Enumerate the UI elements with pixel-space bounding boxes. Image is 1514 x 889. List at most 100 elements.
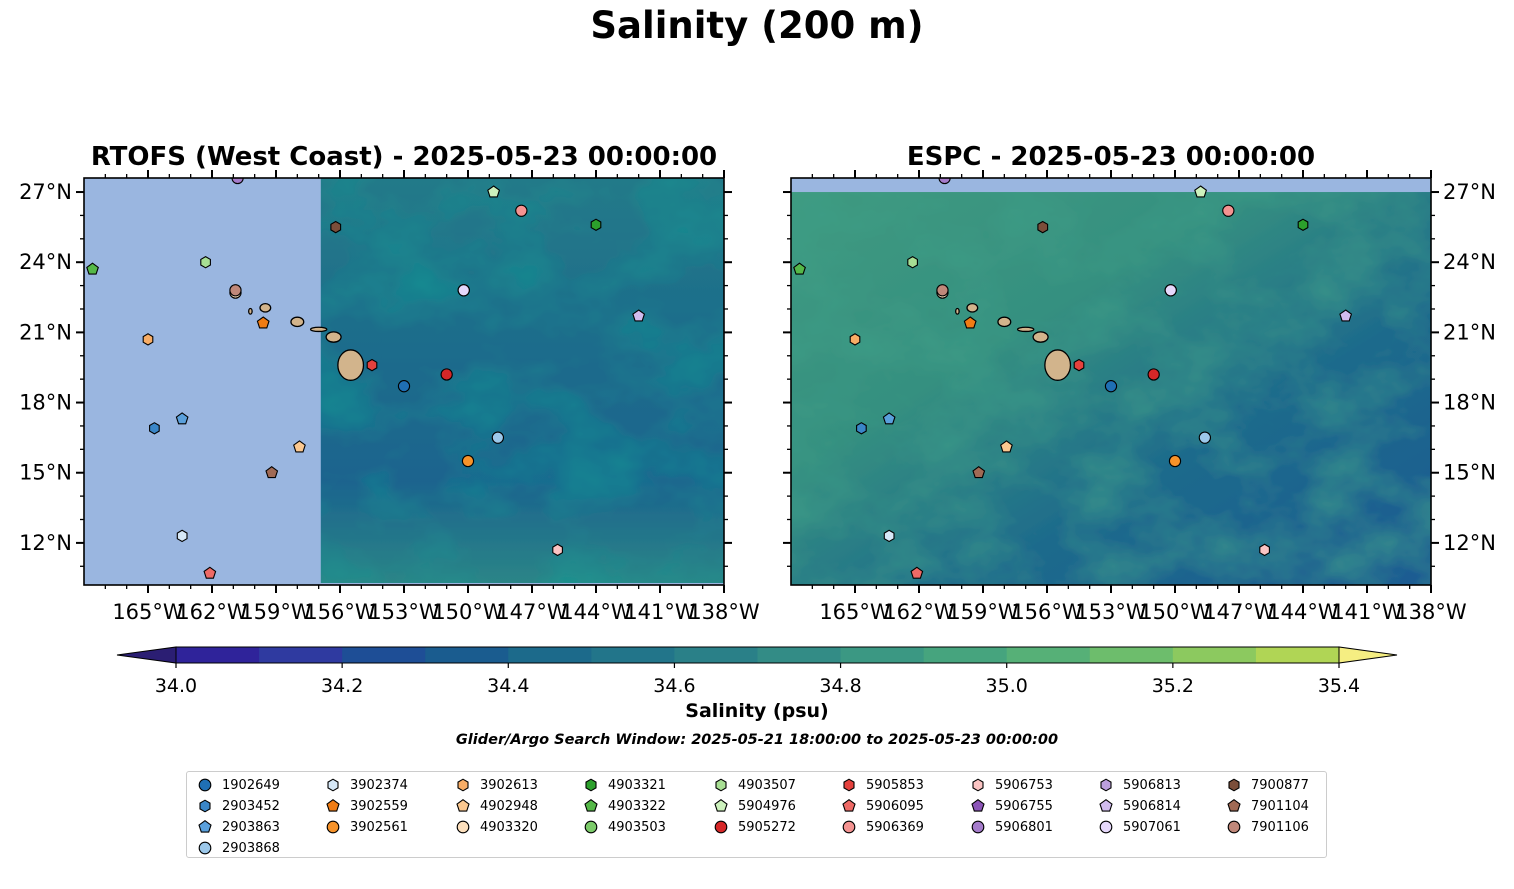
- circle-marker-icon: [1099, 820, 1113, 834]
- hexagon-marker-icon: [327, 778, 339, 792]
- circle-marker-icon: [714, 820, 728, 834]
- legend-marker: [971, 820, 985, 834]
- legend-item-7901104: 7901104: [1226, 796, 1309, 816]
- legend-label: 5905853: [866, 777, 924, 793]
- legend-label: 7900877: [1251, 777, 1309, 793]
- float-4902948: [1000, 440, 1013, 453]
- legend-label: 3902613: [480, 777, 538, 793]
- float-5905853: [366, 358, 378, 372]
- float-5907061: [1164, 284, 1177, 297]
- colorbar-bin: [1006, 647, 1091, 663]
- float-2903452: [149, 422, 160, 435]
- pentagon-marker-icon: [971, 799, 985, 812]
- legend-marker: [584, 820, 598, 834]
- legend-marker: [1099, 820, 1113, 834]
- pentagon-marker-icon: [714, 799, 728, 812]
- island-hawaii: [337, 349, 365, 381]
- lon-tick-label: 150°W: [1139, 600, 1211, 624]
- legend-label: 5907061: [1123, 819, 1181, 835]
- panel-title-rtofs: RTOFS (West Coast) - 2025-05-23 00:00:00: [90, 142, 718, 172]
- float-7900877: [1037, 220, 1049, 234]
- colorbar-bin: [674, 647, 759, 663]
- colorbar-tick-label: 34.0: [155, 675, 197, 697]
- legend-label: 4903321: [608, 777, 666, 793]
- colorbar-bin: [342, 647, 426, 663]
- island-oahu: [997, 316, 1012, 328]
- float-3902561: [1168, 454, 1182, 468]
- island-niihau: [955, 307, 960, 315]
- legend-item-7901106: 7901106: [1226, 817, 1309, 837]
- float-2903863: [882, 412, 896, 425]
- legend-marker: [585, 778, 597, 792]
- colorbar-extend-low: [116, 646, 177, 664]
- legend-marker: [971, 799, 985, 812]
- colorbar-bin: [923, 647, 1008, 663]
- pentagon-marker-icon: [842, 799, 856, 812]
- legend-item-3902374: 3902374: [325, 775, 408, 795]
- legend-label: 5906801: [995, 819, 1053, 835]
- float-4903322: [86, 262, 99, 275]
- legend-item-5904976: 5904976: [713, 796, 796, 816]
- island-hawaii: [1044, 349, 1072, 381]
- hexagon-marker-icon: [457, 778, 469, 792]
- salinity-field: [320, 178, 724, 583]
- float-2903868: [491, 431, 505, 444]
- colorbar-tick-label: 34.6: [653, 675, 695, 697]
- colorbar-tick-label: 35.4: [1318, 675, 1360, 697]
- float-5905272: [440, 368, 453, 381]
- lat-tick-label: 18°N: [1443, 391, 1496, 415]
- legend-label: 3902559: [350, 798, 408, 814]
- lon-tick-label: 147°W: [496, 600, 568, 624]
- float-5904976: [487, 185, 501, 198]
- legend-label: 3902374: [350, 777, 408, 793]
- legend-item-4903321: 4903321: [583, 775, 666, 795]
- legend-label: 2903868: [222, 840, 280, 856]
- hexagon-marker-icon: [843, 778, 855, 792]
- float-3902374: [176, 529, 188, 543]
- colorbar: 34.0 34.2 34.4 34.6 34.8 35.0 35.2 35.4: [116, 646, 1398, 697]
- hexagon-marker-icon: [1100, 778, 1112, 792]
- legend-item-3902613: 3902613: [455, 775, 538, 795]
- legend-label: 5906814: [1123, 798, 1181, 814]
- legend-item-4903320: 4903320: [455, 817, 538, 837]
- island-niihau: [248, 307, 253, 315]
- legend-label: 4902948: [480, 798, 538, 814]
- float-4903507: [907, 255, 918, 269]
- float-3902613: [849, 333, 861, 346]
- legend-marker: [327, 778, 339, 792]
- circle-marker-icon: [584, 820, 598, 834]
- float-7900877: [330, 220, 342, 234]
- float-4903321: [590, 218, 602, 232]
- float-5906813: [421, 144, 431, 155]
- lon-tick-label: 141°W: [1331, 600, 1403, 624]
- colorbar-tick-label: 34.8: [819, 675, 861, 697]
- legend-item-2903863: 2903863: [197, 817, 280, 837]
- legend-item-5906369: 5906369: [841, 817, 924, 837]
- legend-marker: [843, 778, 855, 792]
- float-5906801: [231, 178, 244, 185]
- lon-tick-label: 162°W: [176, 600, 248, 624]
- map-panel-rtofs: 165°W162°W159°W156°W153°W150°W147°W144°W…: [19, 144, 760, 624]
- legend-item-5906753: 5906753: [970, 775, 1053, 795]
- figure-title: Salinity (200 m): [590, 4, 924, 47]
- colorbar-label: Salinity (psu): [685, 700, 829, 722]
- lon-tick-label: 141°W: [624, 600, 696, 624]
- legend-marker: [714, 820, 728, 834]
- legend-marker: [1228, 778, 1240, 792]
- colorbar-tick-label: 35.0: [986, 675, 1028, 697]
- pentagon-marker-icon: [456, 799, 470, 812]
- float-4903507: [200, 255, 211, 269]
- float-1902649: [1104, 380, 1118, 393]
- lon-tick-label: 138°W: [688, 600, 760, 624]
- float-3902374: [883, 529, 895, 543]
- lon-tick-label: 153°W: [1075, 600, 1147, 624]
- lon-tick-label: 144°W: [1267, 600, 1339, 624]
- legend-item-2903452: 2903452: [197, 796, 280, 816]
- lat-tick-label: 24°N: [19, 250, 72, 274]
- float-1902649: [397, 380, 411, 393]
- lon-tick-label: 156°W: [1011, 600, 1083, 624]
- lon-tick-label: 147°W: [1203, 600, 1275, 624]
- float-5906813: [1128, 144, 1138, 155]
- lon-tick-label: 162°W: [883, 600, 955, 624]
- float-7901104: [265, 466, 279, 479]
